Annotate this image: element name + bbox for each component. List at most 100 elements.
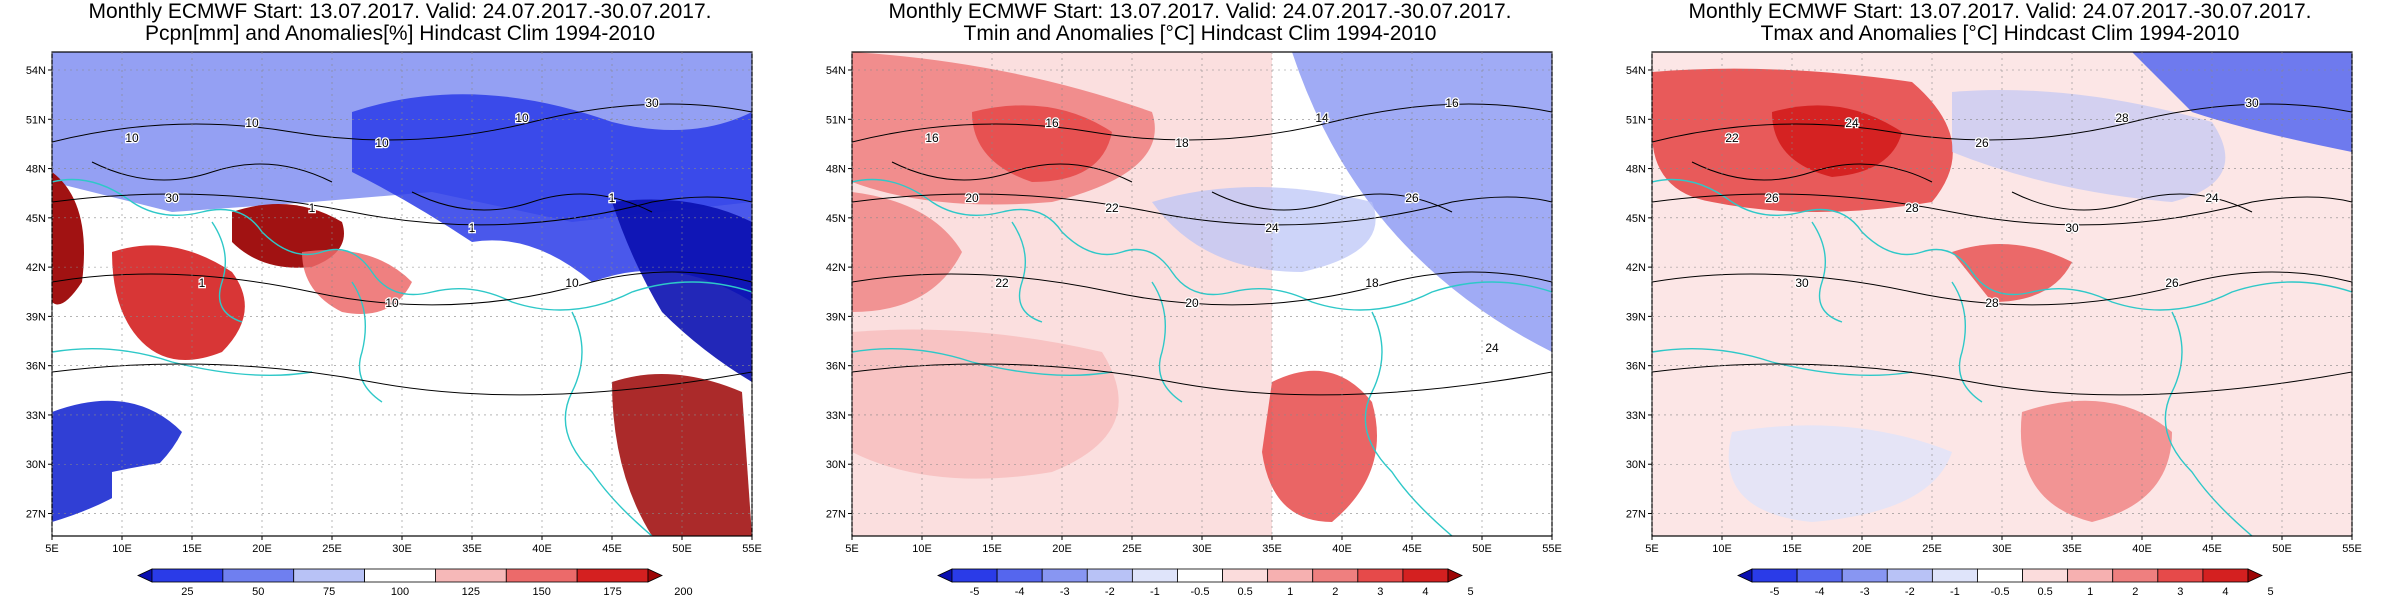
colorbar-label: 50 [252,586,264,598]
lon-tick-label: 40E [1332,543,1352,555]
colorbar-label: 0.5 [2037,586,2052,598]
lat-tick-label: 36N [26,361,46,373]
colorbar-segment [1797,569,1842,582]
lon-tick-label: 45E [602,543,622,555]
lon-tick-label: 15E [182,543,202,555]
colorbar-label: 25 [181,586,193,598]
colorbar-label: 0.5 [1237,586,1252,598]
colorbar-low-arrow [938,569,952,582]
colorbar-label: -5 [1770,586,1780,598]
colorbar-label: 5 [1467,586,1473,598]
colorbar-label: -0.5 [1191,586,1210,598]
colorbar: 25 50 75 100 125 150 175 200 [138,569,693,598]
colorbar-label: 3 [1377,586,1383,598]
colorbar-label: -3 [1860,586,1870,598]
contour-label: 28 [1905,201,1919,215]
lat-tick-label: 39N [1626,311,1646,323]
lat-tick-label: 36N [826,361,846,373]
colorbar-segment [1932,569,1977,582]
lat-tick-label: 30N [1626,459,1646,471]
colorbar-label: 1 [2087,586,2093,598]
tmax-map: 222426283026283024302826 54N51N48N45N42N… [1600,0,2400,600]
lon-tick-label: 25E [322,543,342,555]
colorbar-label: -3 [1060,586,1070,598]
contour-label: 16 [925,131,939,145]
colorbar-segment [1223,569,1268,582]
lat-tick-label: 45N [1626,213,1646,225]
panel-tmin: Monthly ECMWF Start: 13.07.2017. Valid: … [800,0,1600,600]
lon-tick-label: 5E [845,543,858,555]
lon-tick-label: 15E [1782,543,1802,555]
colorbar-label: 4 [2222,586,2228,598]
colorbar-label: -1 [1150,586,1160,598]
colorbar-segment [1313,569,1358,582]
contour-label: 26 [1975,136,1989,150]
lon-tick-label: 35E [2062,543,2082,555]
contour-label: 28 [2115,111,2129,125]
colorbar-segment [152,569,223,582]
colorbar-segment [1177,569,1222,582]
lat-tick-label: 27N [826,509,846,521]
colorbar-segment [294,569,365,582]
lat-tick-label: 42N [26,262,46,274]
colorbar-label: -2 [1105,586,1115,598]
lat-tick-label: 45N [26,213,46,225]
contour-label: 10 [385,296,399,310]
precipitation-map: 10101010303011111010 54N51N48N45N42N39N3… [0,0,800,600]
lon-tick-label: 45E [2202,543,2222,555]
colorbar-label: 3 [2177,586,2183,598]
lon-tick-label: 30E [1992,543,2012,555]
lat-tick-label: 36N [1626,361,1646,373]
anomaly-region [852,330,1119,479]
contour-label: 1 [309,201,316,215]
panel-tmax: Monthly ECMWF Start: 13.07.2017. Valid: … [1600,0,2400,600]
lon-tick-label: 25E [1122,543,1142,555]
colorbar-segment [1842,569,1887,582]
lat-tick-label: 48N [826,164,846,176]
lat-tick-label: 51N [1626,114,1646,126]
lat-tick-label: 45N [826,213,846,225]
contour-label: 20 [1185,296,1199,310]
lat-tick-label: 33N [826,410,846,422]
lon-tick-label: 20E [1852,543,1872,555]
colorbar-low-arrow [1738,569,1752,582]
contour-label: 10 [375,136,389,150]
contour-label: 30 [1795,276,1809,290]
colorbar-label: 175 [603,586,621,598]
colorbar-segment [365,569,436,582]
lat-tick-label: 39N [826,311,846,323]
colorbar-segment [223,569,294,582]
contour-label: 18 [1365,276,1379,290]
lon-tick-label: 50E [1472,543,1492,555]
colorbar-high-arrow [1448,569,1462,582]
lon-tick-label: 10E [912,543,932,555]
colorbar-segment [2068,569,2113,582]
panel-precipitation: Monthly ECMWF Start: 13.07.2017. Valid: … [0,0,800,600]
contour-label: 28 [1985,296,1999,310]
lon-tick-label: 35E [1262,543,1282,555]
lon-tick-label: 50E [2272,543,2292,555]
lat-tick-label: 51N [826,114,846,126]
colorbar-segment [2023,569,2068,582]
colorbar-label: 4 [1422,586,1428,598]
colorbar-segment [506,569,577,582]
colorbar-label: -4 [1815,586,1825,598]
lat-tick-label: 30N [26,459,46,471]
contour-label: 26 [1765,191,1779,205]
lat-tick-label: 39N [26,311,46,323]
lat-tick-label: 30N [826,459,846,471]
contour-label: 30 [2245,96,2259,110]
colorbar-segment [1977,569,2022,582]
contour-label: 24 [1485,341,1499,355]
contour-label: 16 [1445,96,1459,110]
colorbar-segment [1752,569,1797,582]
lat-tick-label: 33N [26,410,46,422]
colorbar-label: -0.5 [1991,586,2010,598]
colorbar-label: -2 [1905,586,1915,598]
colorbar-high-arrow [2248,569,2262,582]
colorbar-label: -5 [970,586,980,598]
colorbar-segment [2203,569,2248,582]
lon-tick-label: 25E [1922,543,1942,555]
lon-tick-label: 55E [1542,543,1562,555]
